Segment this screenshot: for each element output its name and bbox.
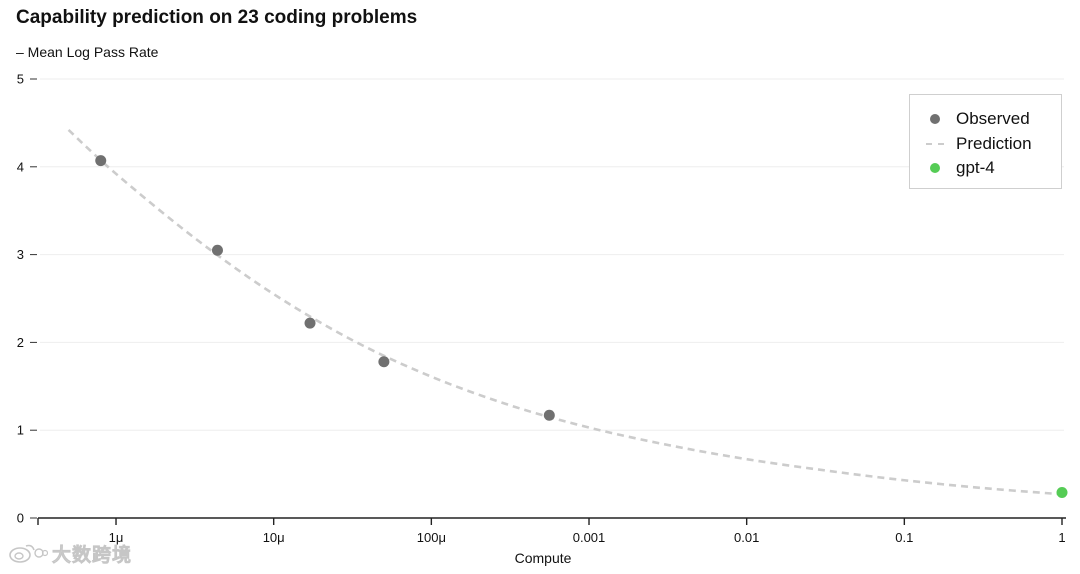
- weibo-logo-icon: [9, 544, 48, 563]
- x-tick-label-4: 0.01: [734, 530, 759, 545]
- x-tick-label-1: 10μ: [263, 530, 285, 545]
- observed-point-2: [304, 317, 316, 329]
- x-axis-title: Compute: [515, 550, 572, 566]
- gpt-4-point-0: [1056, 487, 1068, 499]
- watermark: 大数跨境: [8, 540, 132, 566]
- legend-marker-observed: [930, 114, 940, 124]
- legend-label-prediction: Prediction: [956, 134, 1032, 153]
- legend-marker-gpt-4: [930, 163, 940, 173]
- prediction-line: [67, 128, 1063, 496]
- y-tick-label-4: 4: [17, 159, 24, 174]
- x-tick-label-3: 0.001: [573, 530, 606, 545]
- legend-label-observed: Observed: [956, 109, 1030, 128]
- observed-point-4: [543, 409, 555, 421]
- chart-title: Capability prediction on 23 coding probl…: [16, 7, 418, 28]
- x-tick-label-2: 100μ: [417, 530, 446, 545]
- x-tick-label-6: 1: [1058, 530, 1065, 545]
- legend: Observed Prediction gpt-4: [909, 94, 1062, 189]
- y-tick-label-5: 5: [17, 72, 24, 87]
- observed-point-1: [211, 244, 223, 256]
- legend-item-prediction: Prediction: [910, 132, 1060, 156]
- legend-item-observed: Observed: [910, 107, 1060, 131]
- legend-item-gpt-4: gpt-4: [910, 156, 1060, 180]
- observed-point-0: [95, 155, 107, 167]
- x-tick-label-0: 1μ: [109, 530, 124, 545]
- observed-point-3: [378, 356, 390, 368]
- legend-label-gpt-4: gpt-4: [956, 158, 995, 177]
- y-tick-label-3: 3: [17, 247, 24, 262]
- y-tick-label-2: 2: [17, 335, 24, 350]
- y-tick-label-0: 0: [17, 511, 24, 526]
- x-tick-label-5: 0.1: [895, 530, 913, 545]
- y-axis-label: – Mean Log Pass Rate: [16, 44, 159, 60]
- legend-marker-prediction: [926, 143, 944, 145]
- y-tick-label-1: 1: [17, 423, 24, 438]
- watermark-text: 大数跨境: [52, 544, 133, 566]
